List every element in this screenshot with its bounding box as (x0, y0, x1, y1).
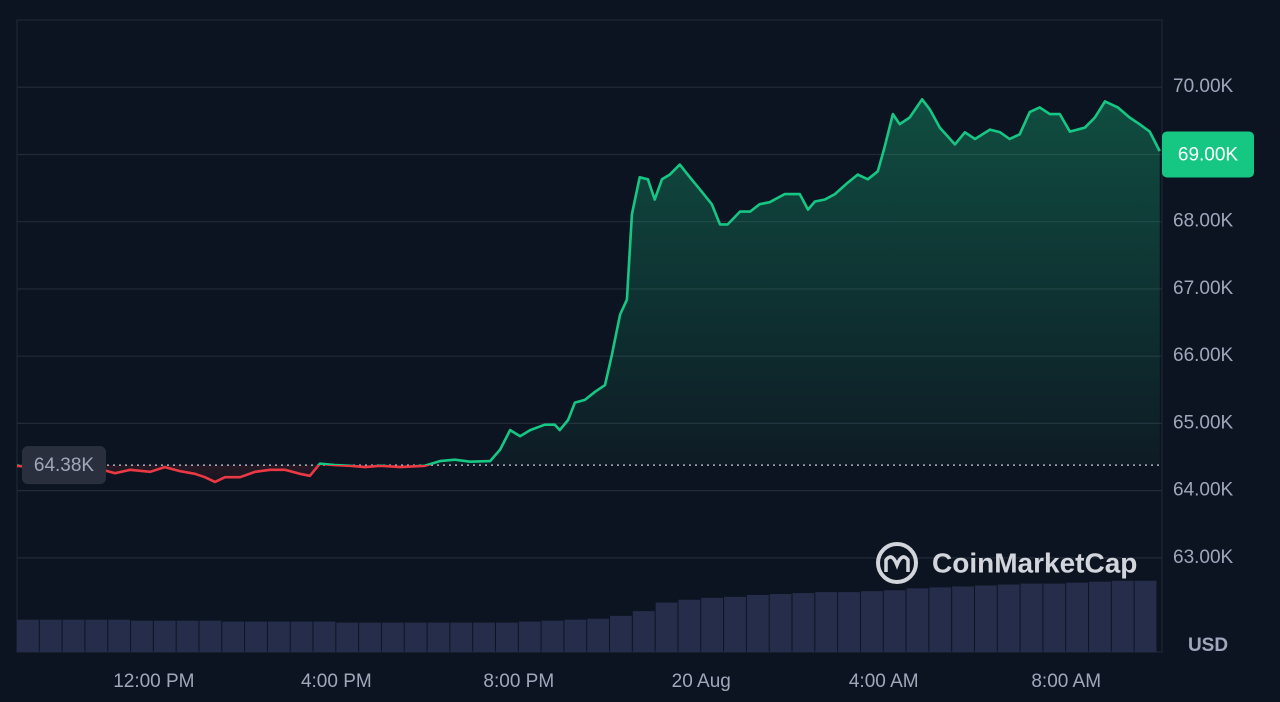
volume-bar (108, 619, 131, 652)
volume-bar (815, 592, 838, 652)
price-area (17, 99, 1160, 482)
baseline-label: 64.38K (34, 455, 95, 476)
volume-bar (655, 602, 678, 652)
x-tick-label: 20 Aug (672, 671, 731, 692)
volume-bar (1020, 583, 1043, 652)
volume-bar (610, 615, 632, 652)
price-line (16, 98, 1161, 484)
volume-bar (997, 584, 1020, 652)
volume-bar (267, 621, 290, 652)
volume-bar (564, 619, 587, 652)
volume-bar (1089, 581, 1111, 652)
volume-bar (153, 620, 176, 652)
y-tick-label: 65.00K (1173, 412, 1234, 433)
volume-bar (769, 594, 792, 652)
volume-bar (359, 622, 381, 652)
x-tick-label: 4:00 AM (849, 671, 919, 692)
volume-bar (473, 622, 495, 652)
y-tick-label: 64.00K (1173, 480, 1234, 501)
volume-bar (176, 620, 199, 652)
volume-bar (701, 597, 724, 652)
volume-bar (85, 619, 108, 652)
volume-bar (1111, 580, 1134, 652)
volume-bar (587, 618, 610, 652)
volume-bar (838, 592, 860, 652)
volume-bar (632, 611, 655, 652)
y-tick-label: 63.00K (1173, 547, 1234, 568)
volume-bar (131, 620, 153, 652)
x-tick-label: 8:00 PM (483, 671, 554, 692)
volume-bar (1134, 580, 1157, 652)
y-tick-label: 68.00K (1173, 211, 1234, 232)
x-tick-label: 4:00 PM (301, 671, 372, 692)
volume-bar (1043, 583, 1066, 652)
price-badge-label: 69.00K (1178, 144, 1239, 165)
volume-bar (290, 621, 313, 652)
volume-bar (541, 620, 564, 652)
y-tick-label: 66.00K (1173, 345, 1234, 366)
volume-bar (883, 590, 906, 652)
volume-bar (974, 585, 997, 652)
volume-bar (336, 622, 359, 652)
volume-bar (518, 621, 541, 652)
volume-bar (1066, 582, 1089, 652)
logo-ring (876, 542, 918, 584)
logo-wave (884, 555, 910, 572)
volume-bar (381, 622, 404, 652)
watermark: CoinMarketCap (876, 542, 1137, 584)
volume-bar (39, 619, 62, 652)
volume-bar (313, 621, 336, 652)
volume-bar (792, 593, 815, 652)
y-tick-label: 70.00K (1173, 76, 1234, 97)
watermark-text: CoinMarketCap (932, 547, 1137, 578)
x-tick-label: 8:00 AM (1031, 671, 1101, 692)
volume-bar (906, 588, 929, 652)
x-tick-label: 12:00 PM (113, 671, 194, 692)
volume-bar (245, 621, 267, 652)
volume-bar (929, 587, 952, 652)
volume-bar (450, 622, 473, 652)
volume-bar (860, 591, 883, 652)
volume-bar (678, 599, 701, 652)
volume-bar (495, 622, 518, 652)
y-tick-label: 67.00K (1173, 278, 1234, 299)
volume-bar (404, 622, 427, 652)
volume-bar (17, 619, 39, 652)
price-badge (1162, 131, 1254, 178)
volume-bar (62, 619, 85, 652)
baseline-badge (22, 446, 106, 485)
volume-bar (199, 620, 222, 652)
volume-bar (427, 622, 450, 652)
volume-bar (724, 596, 746, 652)
currency-label: USD (1188, 635, 1228, 656)
volume-bar (952, 586, 974, 652)
volume-bar (746, 595, 769, 652)
volume-bar (222, 621, 245, 652)
